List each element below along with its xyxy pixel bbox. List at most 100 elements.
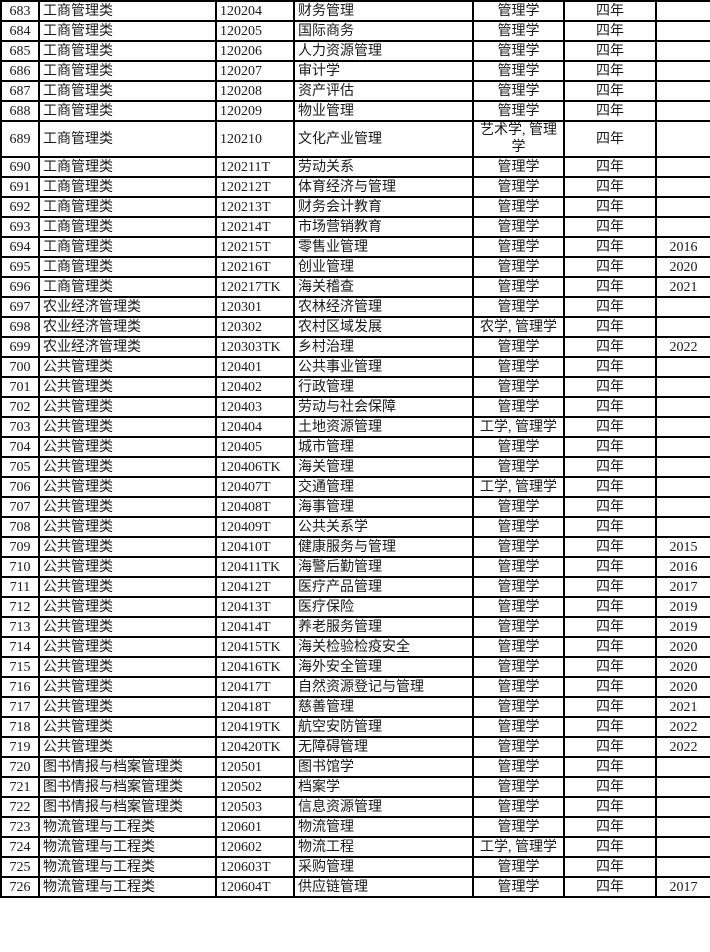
cell-approval-year: 2015 bbox=[655, 536, 710, 558]
cell-degree-type: 管理学 bbox=[472, 856, 565, 878]
cell-row-number: 699 bbox=[0, 336, 40, 358]
table-row: 716 公共管理类 120417T 自然资源登记与管理 管理学 四年 2020 bbox=[0, 676, 710, 698]
cell-degree-type: 管理学 bbox=[472, 656, 565, 678]
cell-major-code: 120603T bbox=[215, 856, 295, 878]
table-row: 692 工商管理类 120213T 财务会计教育 管理学 四年 bbox=[0, 196, 710, 218]
cell-duration: 四年 bbox=[563, 356, 657, 378]
table-row: 721 图书情报与档案管理类 120502 档案学 管理学 四年 bbox=[0, 776, 710, 798]
table-row: 704 公共管理类 120405 城市管理 管理学 四年 bbox=[0, 436, 710, 458]
cell-approval-year: 2022 bbox=[655, 716, 710, 738]
table-row: 696 工商管理类 120217TK 海关稽查 管理学 四年 2021 bbox=[0, 276, 710, 298]
table-row: 718 公共管理类 120419TK 航空安防管理 管理学 四年 2022 bbox=[0, 716, 710, 738]
cell-major-code: 120413T bbox=[215, 596, 295, 618]
cell-major-category: 公共管理类 bbox=[38, 576, 217, 598]
cell-row-number: 693 bbox=[0, 216, 40, 238]
cell-major-name: 资产评估 bbox=[293, 80, 474, 102]
cell-approval-year bbox=[655, 756, 710, 778]
cell-major-code: 120503 bbox=[215, 796, 295, 818]
cell-row-number: 720 bbox=[0, 756, 40, 778]
cell-approval-year bbox=[655, 516, 710, 538]
cell-row-number: 683 bbox=[0, 0, 40, 22]
cell-row-number: 700 bbox=[0, 356, 40, 378]
cell-major-code: 120405 bbox=[215, 436, 295, 458]
cell-major-code: 120502 bbox=[215, 776, 295, 798]
cell-duration: 四年 bbox=[563, 816, 657, 838]
cell-major-category: 公共管理类 bbox=[38, 396, 217, 418]
cell-approval-year bbox=[655, 856, 710, 878]
table-row: 694 工商管理类 120215T 零售业管理 管理学 四年 2016 bbox=[0, 236, 710, 258]
cell-degree-type: 管理学 bbox=[472, 80, 565, 102]
cell-major-name: 慈善管理 bbox=[293, 696, 474, 718]
cell-major-code: 120407T bbox=[215, 476, 295, 498]
cell-major-code: 120402 bbox=[215, 376, 295, 398]
cell-major-code: 120217TK bbox=[215, 276, 295, 298]
cell-major-category: 公共管理类 bbox=[38, 516, 217, 538]
cell-duration: 四年 bbox=[563, 456, 657, 478]
cell-major-code: 120211T bbox=[215, 156, 295, 178]
cell-approval-year bbox=[655, 456, 710, 478]
cell-duration: 四年 bbox=[563, 776, 657, 798]
cell-major-name: 自然资源登记与管理 bbox=[293, 676, 474, 698]
cell-approval-year bbox=[655, 316, 710, 338]
cell-duration: 四年 bbox=[563, 336, 657, 358]
cell-degree-type: 管理学 bbox=[472, 516, 565, 538]
cell-approval-year bbox=[655, 416, 710, 438]
cell-major-category: 工商管理类 bbox=[38, 256, 217, 278]
cell-duration: 四年 bbox=[563, 736, 657, 758]
cell-duration: 四年 bbox=[563, 536, 657, 558]
cell-duration: 四年 bbox=[563, 836, 657, 858]
cell-major-name: 信息资源管理 bbox=[293, 796, 474, 818]
cell-duration: 四年 bbox=[563, 376, 657, 398]
cell-major-name: 财务会计教育 bbox=[293, 196, 474, 218]
cell-degree-type: 农学, 管理学 bbox=[472, 316, 565, 338]
cell-major-name: 养老服务管理 bbox=[293, 616, 474, 638]
cell-major-category: 农业经济管理类 bbox=[38, 296, 217, 318]
cell-major-name: 乡村治理 bbox=[293, 336, 474, 358]
cell-row-number: 715 bbox=[0, 656, 40, 678]
cell-major-name: 物业管理 bbox=[293, 100, 474, 122]
cell-degree-type: 管理学 bbox=[472, 156, 565, 178]
cell-degree-type: 管理学 bbox=[472, 296, 565, 318]
cell-approval-year: 2016 bbox=[655, 556, 710, 578]
table-row: 697 农业经济管理类 120301 农林经济管理 管理学 四年 bbox=[0, 296, 710, 318]
cell-major-category: 公共管理类 bbox=[38, 696, 217, 718]
cell-major-name: 公共关系学 bbox=[293, 516, 474, 538]
table-row: 715 公共管理类 120416TK 海外安全管理 管理学 四年 2020 bbox=[0, 656, 710, 678]
cell-approval-year: 2017 bbox=[655, 576, 710, 598]
cell-major-code: 120404 bbox=[215, 416, 295, 438]
cell-row-number: 691 bbox=[0, 176, 40, 198]
cell-major-code: 120420TK bbox=[215, 736, 295, 758]
cell-major-code: 120602 bbox=[215, 836, 295, 858]
cell-major-name: 海关检验检疫安全 bbox=[293, 636, 474, 658]
table-row: 720 图书情报与档案管理类 120501 图书馆学 管理学 四年 bbox=[0, 756, 710, 778]
table-row: 686 工商管理类 120207 审计学 管理学 四年 bbox=[0, 60, 710, 82]
table-row: 699 农业经济管理类 120303TK 乡村治理 管理学 四年 2022 bbox=[0, 336, 710, 358]
cell-duration: 四年 bbox=[563, 656, 657, 678]
table-row: 711 公共管理类 120412T 医疗产品管理 管理学 四年 2017 bbox=[0, 576, 710, 598]
table-row: 684 工商管理类 120205 国际商务 管理学 四年 bbox=[0, 20, 710, 42]
cell-major-name: 供应链管理 bbox=[293, 876, 474, 898]
cell-major-name: 审计学 bbox=[293, 60, 474, 82]
cell-approval-year bbox=[655, 100, 710, 122]
cell-major-name: 人力资源管理 bbox=[293, 40, 474, 62]
cell-degree-type: 管理学 bbox=[472, 376, 565, 398]
cell-major-code: 120208 bbox=[215, 80, 295, 102]
cell-major-code: 120409T bbox=[215, 516, 295, 538]
table-row: 698 农业经济管理类 120302 农村区域发展 农学, 管理学 四年 bbox=[0, 316, 710, 338]
cell-row-number: 711 bbox=[0, 576, 40, 598]
table-row: 690 工商管理类 120211T 劳动关系 管理学 四年 bbox=[0, 156, 710, 178]
table-row: 726 物流管理与工程类 120604T 供应链管理 管理学 四年 2017 bbox=[0, 876, 710, 898]
cell-degree-type: 管理学 bbox=[472, 876, 565, 898]
cell-duration: 四年 bbox=[563, 556, 657, 578]
cell-approval-year bbox=[655, 776, 710, 798]
cell-duration: 四年 bbox=[563, 276, 657, 298]
cell-major-category: 工商管理类 bbox=[38, 156, 217, 178]
cell-row-number: 713 bbox=[0, 616, 40, 638]
cell-degree-type: 管理学 bbox=[472, 736, 565, 758]
cell-major-code: 120213T bbox=[215, 196, 295, 218]
cell-degree-type: 管理学 bbox=[472, 756, 565, 778]
cell-degree-type: 管理学 bbox=[472, 336, 565, 358]
cell-major-name: 劳动关系 bbox=[293, 156, 474, 178]
cell-degree-type: 管理学 bbox=[472, 696, 565, 718]
cell-duration: 四年 bbox=[563, 256, 657, 278]
